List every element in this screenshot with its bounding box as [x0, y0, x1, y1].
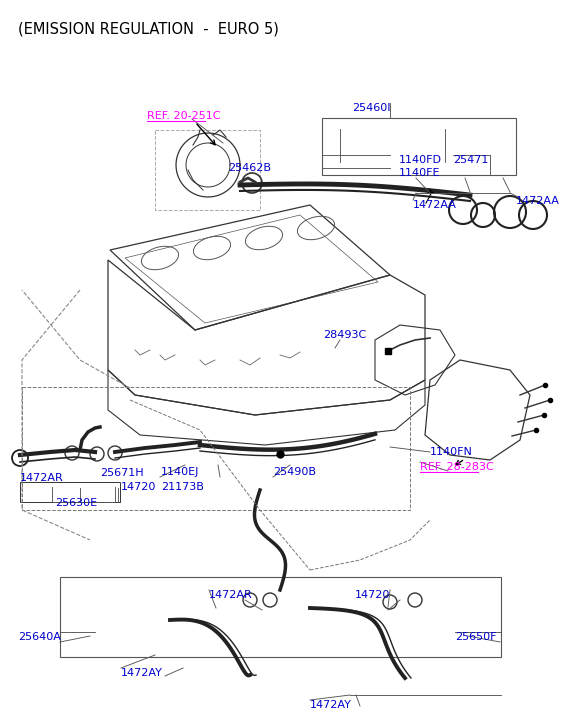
Text: 25490B: 25490B — [273, 467, 316, 477]
Bar — [22, 387, 410, 510]
Text: 21173B: 21173B — [161, 482, 204, 492]
Text: 25640A: 25640A — [18, 632, 61, 642]
Text: 14720: 14720 — [355, 590, 390, 600]
Text: 1472AY: 1472AY — [310, 700, 352, 710]
Text: 1472AA: 1472AA — [413, 200, 457, 210]
Text: 1140FD: 1140FD — [399, 155, 442, 165]
Text: REF. 20-251C: REF. 20-251C — [147, 111, 221, 121]
Text: 1472AY: 1472AY — [121, 668, 163, 678]
Text: 1140EJ: 1140EJ — [161, 467, 199, 477]
Text: 1140FN: 1140FN — [430, 447, 473, 457]
Text: 25671H: 25671H — [100, 468, 144, 478]
Text: 1140FE: 1140FE — [399, 168, 441, 178]
Text: 25462B: 25462B — [228, 163, 271, 173]
Text: (EMISSION REGULATION  -  EURO 5): (EMISSION REGULATION - EURO 5) — [18, 22, 279, 37]
Text: 1472AA: 1472AA — [516, 196, 560, 206]
Text: 14720: 14720 — [121, 482, 156, 492]
Bar — [20, 482, 120, 502]
Text: 25471: 25471 — [453, 155, 488, 165]
Text: 1472AR: 1472AR — [209, 590, 253, 600]
Text: 1472AR: 1472AR — [20, 473, 64, 483]
Text: REF. 28-283C: REF. 28-283C — [420, 462, 494, 472]
Text: 25650F: 25650F — [455, 632, 496, 642]
Bar — [322, 118, 516, 175]
Bar — [60, 577, 501, 657]
Text: 28493C: 28493C — [323, 330, 366, 340]
Text: 25630E: 25630E — [55, 498, 97, 508]
Text: 25460I: 25460I — [352, 103, 391, 113]
